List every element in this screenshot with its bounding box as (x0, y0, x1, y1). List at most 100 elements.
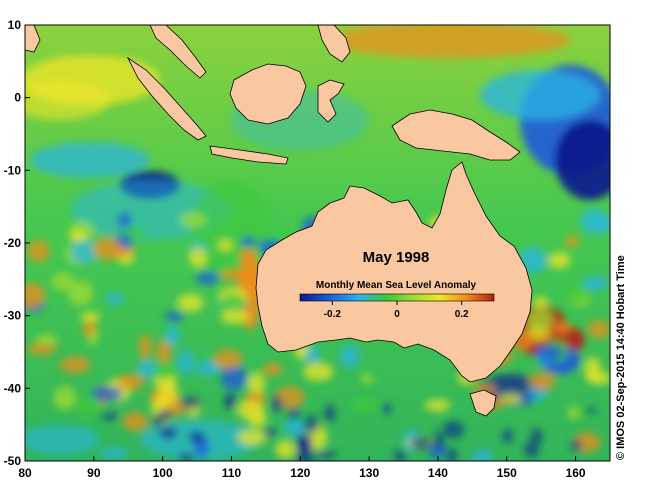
anomaly-patch (138, 333, 152, 360)
anomaly-patch (350, 398, 381, 412)
colorbar: Monthly Mean Sea Level Anomaly -0.2 0 0.2 (299, 280, 495, 320)
anomaly-patch (480, 70, 600, 120)
map-title: May 1998 (363, 249, 430, 266)
anomaly-patch (165, 325, 180, 347)
anomaly-patch (555, 120, 610, 200)
malay-peninsula-landmass (149, 25, 207, 79)
colorbar-title: Monthly Mean Sea Level Anomaly (316, 280, 477, 291)
anomaly-patch (164, 311, 184, 322)
anomaly-patch (394, 449, 406, 461)
anomaly-patch (530, 428, 543, 445)
anomaly-patch (381, 403, 392, 414)
anomaly-patch (433, 432, 444, 449)
anomaly-patch (99, 410, 119, 421)
y-tick-label: 0 (14, 91, 21, 105)
anomaly-patch (275, 439, 296, 459)
anomaly-patch (213, 349, 243, 369)
x-tick-label: 160 (566, 466, 586, 480)
anomaly-patch (240, 236, 257, 247)
anomaly-patch (220, 365, 248, 391)
anomaly-patch (565, 235, 580, 248)
anomaly-patch (498, 393, 523, 405)
anomaly-patch (70, 240, 98, 265)
y-tick-label: -50 (4, 454, 22, 468)
anomaly-patch (68, 231, 87, 242)
anomaly-patch (340, 344, 360, 368)
anomaly-patch (27, 240, 50, 263)
anomaly-patch (68, 280, 94, 306)
anomaly-patch (584, 356, 602, 383)
anomaly-patch (25, 425, 100, 455)
australia-landmass (255, 161, 533, 383)
anomaly-patch (524, 441, 539, 458)
anomaly-patch (195, 271, 220, 285)
anomaly-patch (563, 282, 589, 304)
anomaly-patch (217, 239, 234, 251)
anomaly-patch (158, 381, 178, 406)
anomaly-patch (428, 443, 447, 459)
anomaly-patch (580, 208, 606, 235)
anomaly-patch (30, 142, 150, 178)
anomaly-patch (237, 429, 267, 446)
anomaly-patch (80, 311, 101, 323)
anomaly-patch (296, 440, 314, 458)
anomaly-patch (220, 310, 250, 324)
tasmania-landmass (469, 389, 497, 417)
anomaly-patch (424, 399, 451, 412)
anomaly-patch (35, 334, 59, 345)
anomaly-patch (262, 363, 284, 376)
anomaly-patch (534, 345, 562, 361)
x-tick-label: 130 (359, 466, 379, 480)
imos-credit: © IMOS 02-Sep-2015 14:40 Hobart Time (615, 255, 627, 460)
anomaly-patch (584, 406, 597, 415)
philippines-landmass (317, 25, 351, 63)
x-tick-label: 110 (222, 466, 242, 480)
anomaly-patch (528, 372, 556, 390)
anomaly-patch (51, 272, 74, 291)
anomaly-patch (238, 248, 256, 263)
anomaly-patch (567, 405, 581, 420)
y-axis: 10 0 -10 -20 -30 -40 -50 (4, 18, 30, 468)
anomaly-patch (177, 293, 204, 312)
anomaly-patch (116, 374, 145, 390)
anomaly-patch (410, 437, 432, 450)
anomaly-patch (25, 80, 110, 120)
x-axis: 80 90 100 110 120 130 140 150 160 (18, 456, 586, 480)
y-tick-label: -40 (4, 381, 22, 395)
anomaly-patch (526, 308, 553, 332)
anomaly-patch (330, 25, 570, 58)
y-tick-label: -30 (4, 309, 22, 323)
anomaly-patch (314, 450, 337, 459)
colorbar-tick-label: -0.2 (324, 309, 342, 320)
anomaly-patch (122, 412, 149, 431)
anomaly-patch (152, 415, 165, 427)
anomaly-patch (53, 385, 77, 411)
anomaly-patch (195, 359, 221, 376)
anomaly-patch (117, 211, 132, 229)
anomaly-patch (446, 447, 458, 461)
borneo-landmass (229, 63, 307, 125)
anomaly-patch (303, 415, 319, 434)
anomaly-patch (188, 430, 205, 444)
anomaly-patch (324, 405, 336, 422)
y-tick-label: 10 (8, 18, 22, 32)
x-tick-label: 120 (290, 466, 310, 480)
y-tick-label: -20 (4, 236, 22, 250)
anomaly-patch (263, 427, 277, 438)
anomaly-patch (138, 360, 157, 378)
anomaly-patch (587, 320, 610, 339)
sumatra-landmass (126, 56, 207, 141)
colorbar-tick-label: 0.2 (455, 309, 469, 320)
anomaly-patch (177, 349, 195, 375)
sulawesi-landmass (317, 79, 345, 123)
x-tick-label: 100 (153, 466, 173, 480)
x-tick-label: 90 (87, 466, 101, 480)
anomaly-patch (581, 276, 610, 291)
sri-lanka-landmass (25, 25, 41, 53)
anomaly-patch (472, 449, 494, 461)
anomaly-patch (271, 395, 283, 413)
x-tick-label: 140 (428, 466, 448, 480)
anomaly-patch (548, 251, 571, 269)
anomaly-patch (236, 400, 265, 420)
